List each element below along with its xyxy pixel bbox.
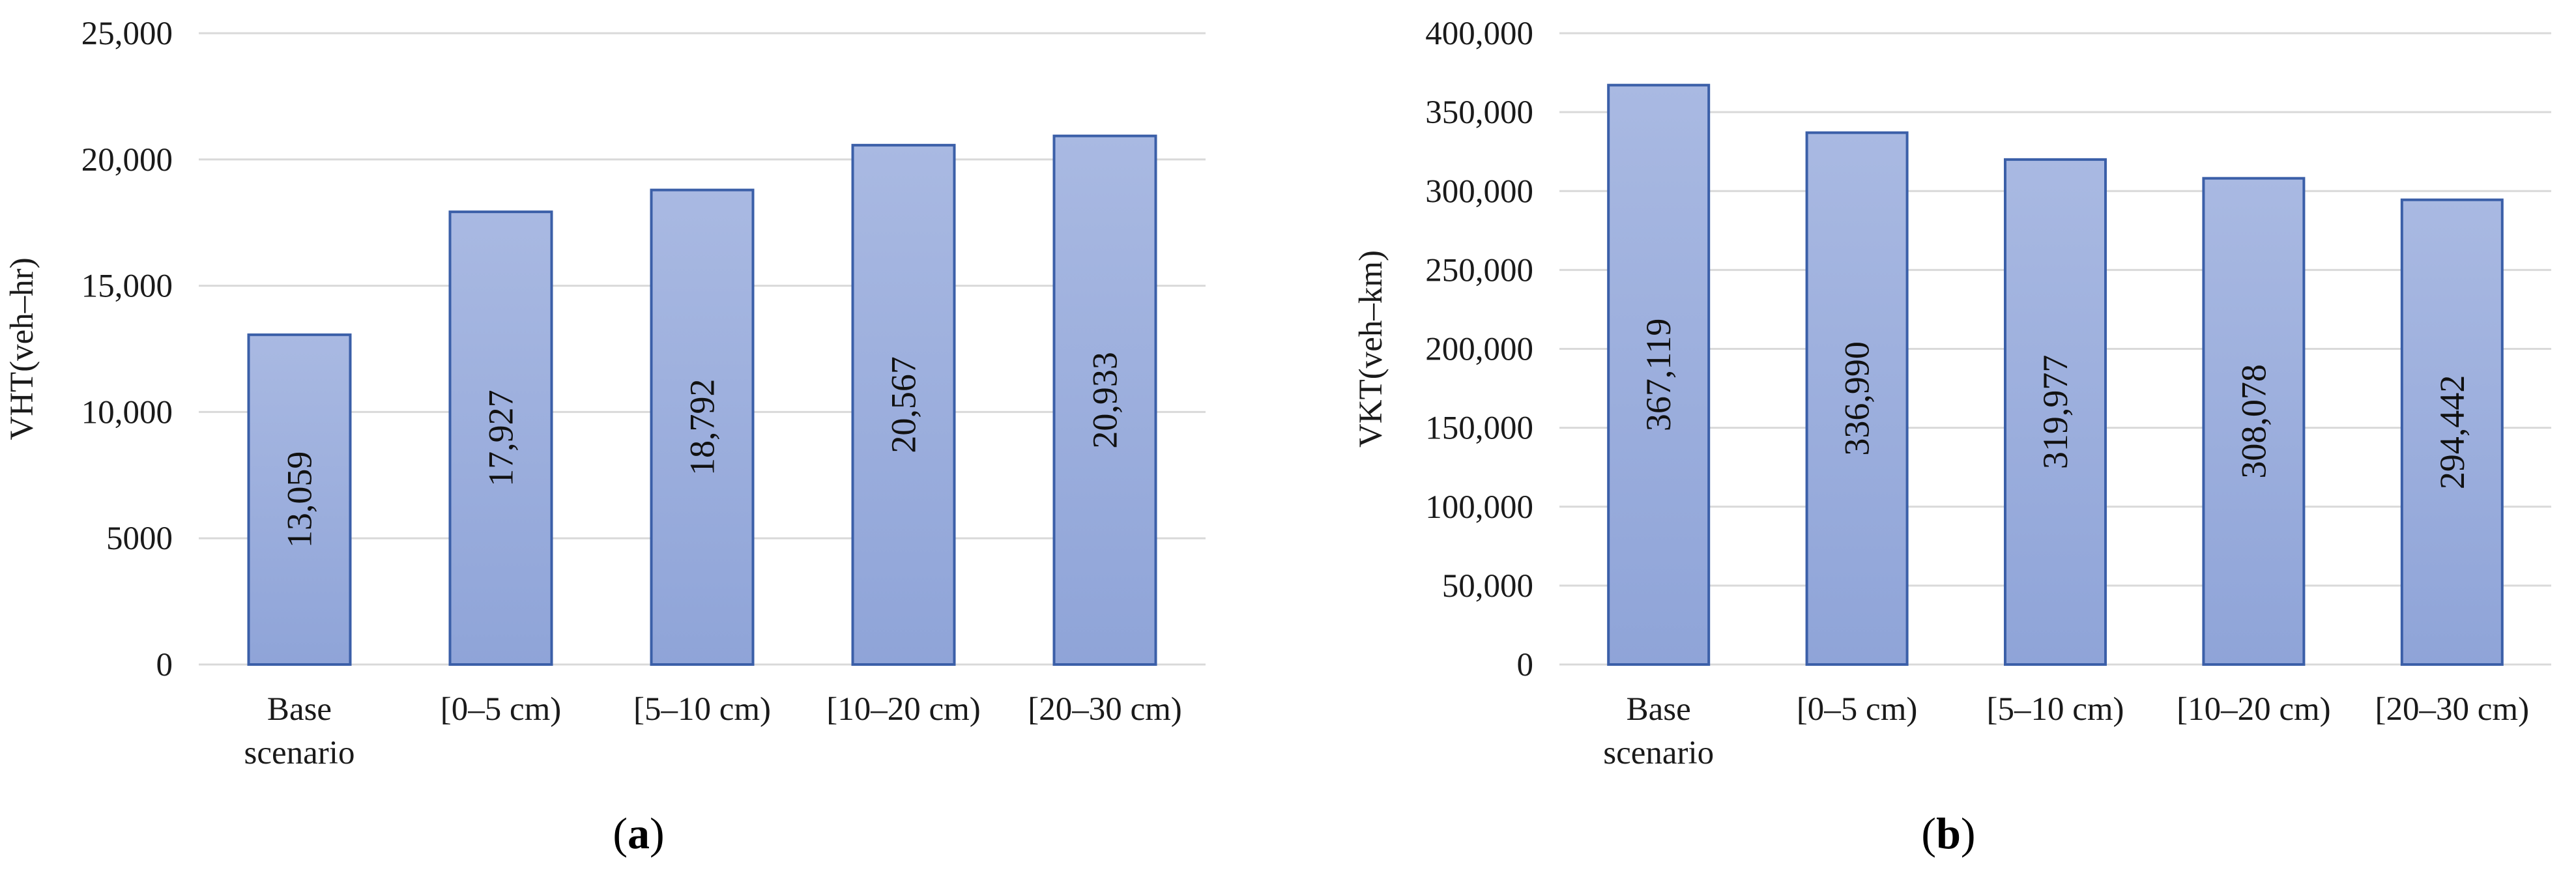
chart-a-data-label: 20,567: [884, 356, 923, 453]
chart-a-category-label: scenario: [244, 735, 355, 771]
chart-a-y-tick-label: 20,000: [81, 142, 173, 179]
chart-a-category-label: [10–20 cm): [826, 691, 981, 728]
chart-a-y-tick-label: 5000: [106, 521, 173, 557]
chart-a-bar: [851, 143, 956, 666]
chart-b-category-label: Base: [1627, 691, 1691, 728]
chart-a-y-tick-label: 10,000: [81, 394, 173, 431]
chart-b-category-label: [5–10 cm): [1986, 691, 2124, 728]
chart-a-data-label: 13,059: [280, 451, 319, 549]
chart-a-bar: [448, 210, 553, 666]
chart-a-y-tick-label: 25,000: [81, 16, 173, 52]
chart-a-y-tick-label: 0: [156, 647, 173, 683]
chart-a-bar: [247, 333, 352, 666]
chart-b-y-tick-label: 0: [1517, 647, 1534, 683]
chart-b-y-tick-label: 250,000: [1425, 252, 1533, 289]
chart-a-svg: 0 5000 10,000 15,000 20,000 25,000 VHT(veh–hr)…: [4, 16, 1206, 771]
chart-b-y-tick-label: 400,000: [1425, 16, 1533, 52]
panel-label-b: (b): [1921, 808, 1976, 858]
chart-b-bar: [2202, 177, 2306, 666]
chart-b-data-label: 308,078: [2234, 364, 2273, 479]
chart-b-y-tick-label: 200,000: [1425, 332, 1533, 368]
chart-b-bar: [2400, 198, 2504, 666]
chart-a-y-tick-label: 15,000: [81, 268, 173, 305]
chart-a-category-label: Base: [267, 691, 332, 728]
chart-b-bar: [1607, 83, 1711, 666]
chart-a-category-label: [0–5 cm): [441, 691, 562, 728]
chart-b-category-label: [0–5 cm): [1797, 691, 1918, 728]
chart-b-category-label: [10–20 cm): [2177, 691, 2331, 728]
chart-b-y-tick-label: 300,000: [1425, 173, 1533, 210]
panel-label-a: (a): [613, 808, 665, 858]
chart-b-y-axis-label: VKT(veh–km): [1353, 250, 1389, 448]
chart-a-category-label: [5–10 cm): [633, 691, 771, 728]
chart-b-category-label: [20–30 cm): [2375, 691, 2530, 728]
chart-b-data-label: 294,442: [2433, 375, 2472, 490]
chart-a-data-label: 18,792: [683, 379, 722, 476]
chart-a-bar: [1052, 134, 1157, 666]
chart-a-y-axis-label: VHT(veh–hr): [4, 257, 40, 440]
chart-panel-b: 0 50,000 100,000 150,000 200,000 250,000 300,0…: [1303, 0, 2576, 886]
chart-a-bar: [650, 188, 755, 666]
chart-b-y-tick-label: 350,000: [1425, 94, 1533, 131]
chart-b-data-label: 336,990: [1838, 341, 1877, 456]
chart-b-bar: [2004, 158, 2107, 666]
chart-b-bar: [1805, 131, 1909, 666]
chart-a-data-label: 20,933: [1086, 352, 1125, 449]
chart-b-data-label: 319,977: [2036, 355, 2075, 470]
chart-b-svg: 0 50,000 100,000 150,000 200,000 250,000 300,0…: [1353, 16, 2551, 771]
chart-b-y-tick-label: 150,000: [1425, 410, 1533, 447]
chart-b-data-label: 367,119: [1639, 319, 1678, 432]
chart-panel-a: 0 5000 10,000 15,000 20,000 25,000 VHT(veh–hr)…: [0, 0, 1277, 886]
chart-a-data-label: 17,927: [482, 390, 521, 487]
chart-b-category-label: scenario: [1603, 735, 1714, 771]
chart-b-y-tick-label: 100,000: [1425, 489, 1533, 526]
chart-b-y-tick-label: 50,000: [1442, 568, 1533, 605]
chart-a-category-label: [20–30 cm): [1028, 691, 1182, 728]
